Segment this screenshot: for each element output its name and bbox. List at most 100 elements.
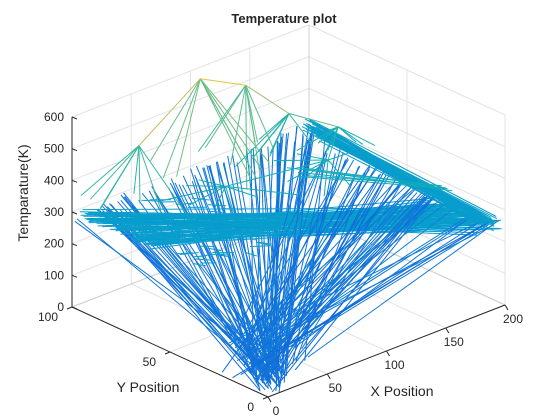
plot-line bbox=[240, 183, 394, 347]
plot-line bbox=[252, 147, 268, 381]
plot-line bbox=[308, 118, 497, 217]
plot-line bbox=[138, 145, 162, 210]
plot-line bbox=[231, 152, 327, 343]
plot-line bbox=[274, 231, 291, 234]
plot-line bbox=[288, 113, 339, 128]
z-tick bbox=[71, 179, 78, 183]
plot-line bbox=[215, 254, 231, 258]
plot-line bbox=[268, 150, 327, 349]
plot-line bbox=[307, 175, 441, 187]
plot-line bbox=[329, 139, 482, 215]
y-tick-label: 50 bbox=[143, 355, 157, 369]
plot-line bbox=[225, 186, 234, 213]
plot-line bbox=[214, 186, 227, 208]
plot-line bbox=[287, 159, 329, 183]
plot-line bbox=[167, 229, 184, 232]
plot-line bbox=[234, 159, 349, 349]
plot-line bbox=[245, 84, 290, 114]
plot-line bbox=[269, 170, 386, 373]
plot-line bbox=[301, 178, 405, 350]
plot-line bbox=[294, 194, 437, 371]
plot-line bbox=[199, 78, 251, 179]
z-tick-label: 200 bbox=[44, 237, 64, 251]
x-axis-label: X Position bbox=[370, 383, 433, 399]
plot-line bbox=[282, 153, 328, 352]
plot-line bbox=[149, 78, 201, 163]
plot-line bbox=[317, 126, 339, 144]
plot-line bbox=[195, 258, 213, 261]
plot-line bbox=[230, 238, 248, 241]
grid-line bbox=[71, 119, 310, 213]
plot-line bbox=[277, 174, 387, 384]
plot-line bbox=[87, 219, 478, 236]
x-tick-label: 200 bbox=[503, 312, 523, 326]
x-tick-label: 100 bbox=[384, 358, 404, 372]
plot-line bbox=[165, 222, 181, 226]
plot-line bbox=[296, 153, 329, 161]
plot-line bbox=[157, 185, 226, 203]
plot-line bbox=[207, 204, 227, 207]
x-tick bbox=[326, 373, 331, 380]
plot-line bbox=[269, 113, 290, 154]
plot-line bbox=[245, 85, 259, 143]
z-tick-label: 500 bbox=[44, 142, 64, 156]
plot-line bbox=[275, 141, 279, 373]
grid-line bbox=[71, 56, 310, 150]
grid-line bbox=[71, 87, 310, 181]
plot-line bbox=[223, 208, 244, 210]
plot-line bbox=[262, 164, 380, 327]
y-tick bbox=[164, 351, 171, 355]
plot-line bbox=[204, 222, 216, 225]
plot-line bbox=[249, 245, 271, 247]
plot-line bbox=[235, 113, 290, 167]
plot-line bbox=[89, 145, 140, 200]
plot-line bbox=[264, 223, 490, 363]
plot-line bbox=[258, 192, 418, 367]
plot-line bbox=[261, 214, 476, 351]
x-tick bbox=[386, 350, 390, 357]
plot-line bbox=[97, 145, 140, 213]
plot-line bbox=[191, 235, 206, 239]
x-tick-label: 150 bbox=[444, 335, 464, 349]
plot-line bbox=[217, 222, 229, 226]
plot-line bbox=[80, 145, 140, 196]
plot-line bbox=[258, 196, 435, 344]
plot-line bbox=[138, 145, 141, 204]
plot-line bbox=[155, 225, 171, 228]
plot-line bbox=[251, 113, 290, 160]
plot-line bbox=[201, 236, 219, 239]
grid-line bbox=[308, 24, 506, 116]
plot-line bbox=[200, 228, 221, 231]
plot-line bbox=[204, 84, 247, 149]
plot-line bbox=[244, 251, 257, 257]
plot-line bbox=[118, 220, 478, 229]
z-tick bbox=[71, 243, 78, 247]
plot-line bbox=[137, 229, 149, 232]
plot-line bbox=[275, 177, 385, 362]
plot-line bbox=[225, 185, 298, 196]
plot-line bbox=[256, 241, 271, 246]
plot-line bbox=[243, 159, 355, 351]
plot-line bbox=[236, 224, 253, 227]
z-tick bbox=[71, 211, 78, 215]
plot-line bbox=[138, 145, 187, 214]
axes-box bbox=[71, 117, 506, 398]
plot-line bbox=[288, 113, 314, 146]
plot-line bbox=[177, 252, 193, 255]
y-tick-label: 100 bbox=[38, 310, 58, 324]
plot-line bbox=[247, 183, 409, 340]
plot-line bbox=[188, 185, 226, 206]
plot-line bbox=[225, 159, 329, 187]
z-tick bbox=[71, 148, 78, 152]
axes-grid bbox=[71, 24, 506, 398]
plot-line bbox=[222, 235, 239, 238]
plot-line bbox=[184, 214, 198, 217]
plot-line bbox=[176, 78, 201, 177]
plot-line bbox=[95, 220, 489, 225]
plot-line bbox=[307, 220, 499, 358]
plot-line bbox=[280, 192, 412, 346]
plot-line bbox=[327, 126, 339, 151]
plot-line bbox=[155, 221, 467, 243]
z-tick bbox=[71, 306, 78, 310]
